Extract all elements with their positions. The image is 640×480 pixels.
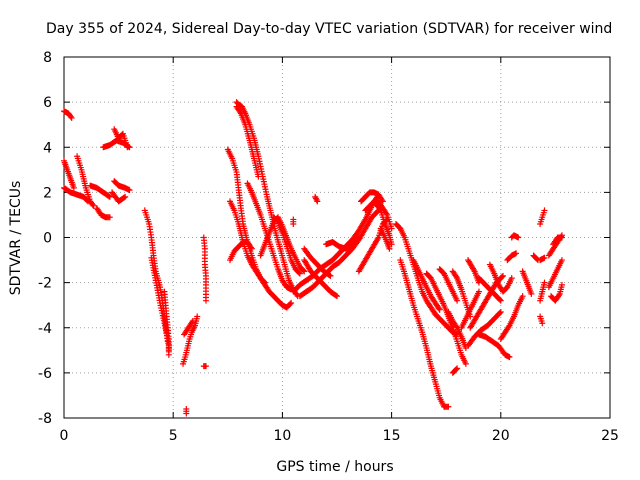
data-point [505,323,512,330]
data-point [106,193,113,200]
y-tick-label: -2 [38,276,52,292]
data-point [165,347,172,354]
data-point [445,403,452,410]
y-tick-label: 8 [43,50,52,66]
data-point [376,206,383,213]
data-point [541,207,548,214]
x-axis-label: GPS time / hours [276,459,393,475]
data-point [247,244,254,251]
data-point [314,198,321,205]
data-point [90,202,97,209]
data-point [496,296,503,303]
y-tick-label: -6 [38,366,52,382]
data-point [183,410,190,417]
data-point [499,272,506,279]
data-point [496,309,503,316]
data-point [354,235,361,242]
data-point [126,187,133,194]
data-point [497,308,504,315]
gridlines [64,57,610,418]
x-tick-label: 15 [383,428,401,444]
chart-title: Day 355 of 2024, Sidereal Day-to-day VTE… [46,21,612,37]
data-point [528,290,535,297]
data-point [355,234,362,241]
data-point [327,272,334,279]
data-point [248,245,255,252]
data-point [555,292,562,299]
data-point [515,234,522,241]
data-point [513,250,520,257]
data-point [519,293,526,300]
data-point [508,275,515,282]
data-point [506,354,513,361]
data-point [454,365,461,372]
data-point [386,245,393,252]
y-tick-label: 6 [43,95,52,111]
x-tick-label: 5 [169,428,178,444]
data-point [436,306,443,313]
data-point [106,214,113,221]
y-tick-label: 4 [43,140,52,156]
data-point [497,297,504,304]
data-point [475,288,482,295]
data-point [300,267,307,274]
data-point [89,201,96,208]
data-point [288,299,295,306]
data-point [67,113,74,120]
data-point [558,257,565,264]
data-point [541,279,548,286]
data-point [539,320,546,327]
x-tick-label: 10 [273,428,291,444]
data-point [334,293,340,300]
y-tick-label: -8 [38,411,52,427]
data-point [558,281,565,288]
data-point [301,268,308,275]
data-point [558,234,565,241]
data-point [383,210,390,217]
data-point [454,297,461,304]
data-point [453,366,460,373]
data-point [541,254,548,261]
data-point [261,279,268,286]
data-point [255,173,262,180]
data-point [202,363,209,370]
data-point [189,317,196,324]
x-tick-label: 20 [492,428,510,444]
data-point [453,323,460,330]
data-point [435,305,442,312]
data-point [202,297,209,304]
data-points [61,99,565,417]
data-point [105,193,112,200]
data-point [333,292,340,299]
data-point [287,300,294,307]
data-point [122,193,129,200]
x-tick-label: 25 [601,428,619,444]
data-point [326,272,333,279]
data-point [453,273,460,280]
data-point [462,360,469,367]
data-point [194,313,201,320]
data-point [261,278,268,285]
x-tick-label: 0 [60,428,69,444]
y-tick-label: -4 [38,321,52,337]
data-point [290,220,297,227]
data-point [499,273,506,280]
y-tick-label: 0 [43,231,52,247]
data-point [295,269,302,276]
y-axis-label: SDTVAR / TECUs [8,181,24,296]
data-point [388,241,395,248]
data-point [296,270,303,277]
data-point [124,144,131,151]
data-point [188,319,195,326]
data-point [237,109,244,116]
data-point [475,279,482,286]
data-point [388,225,395,232]
data-point [70,184,77,191]
data-point [121,194,128,201]
y-tick-label: 2 [43,185,52,201]
data-point [68,114,75,121]
